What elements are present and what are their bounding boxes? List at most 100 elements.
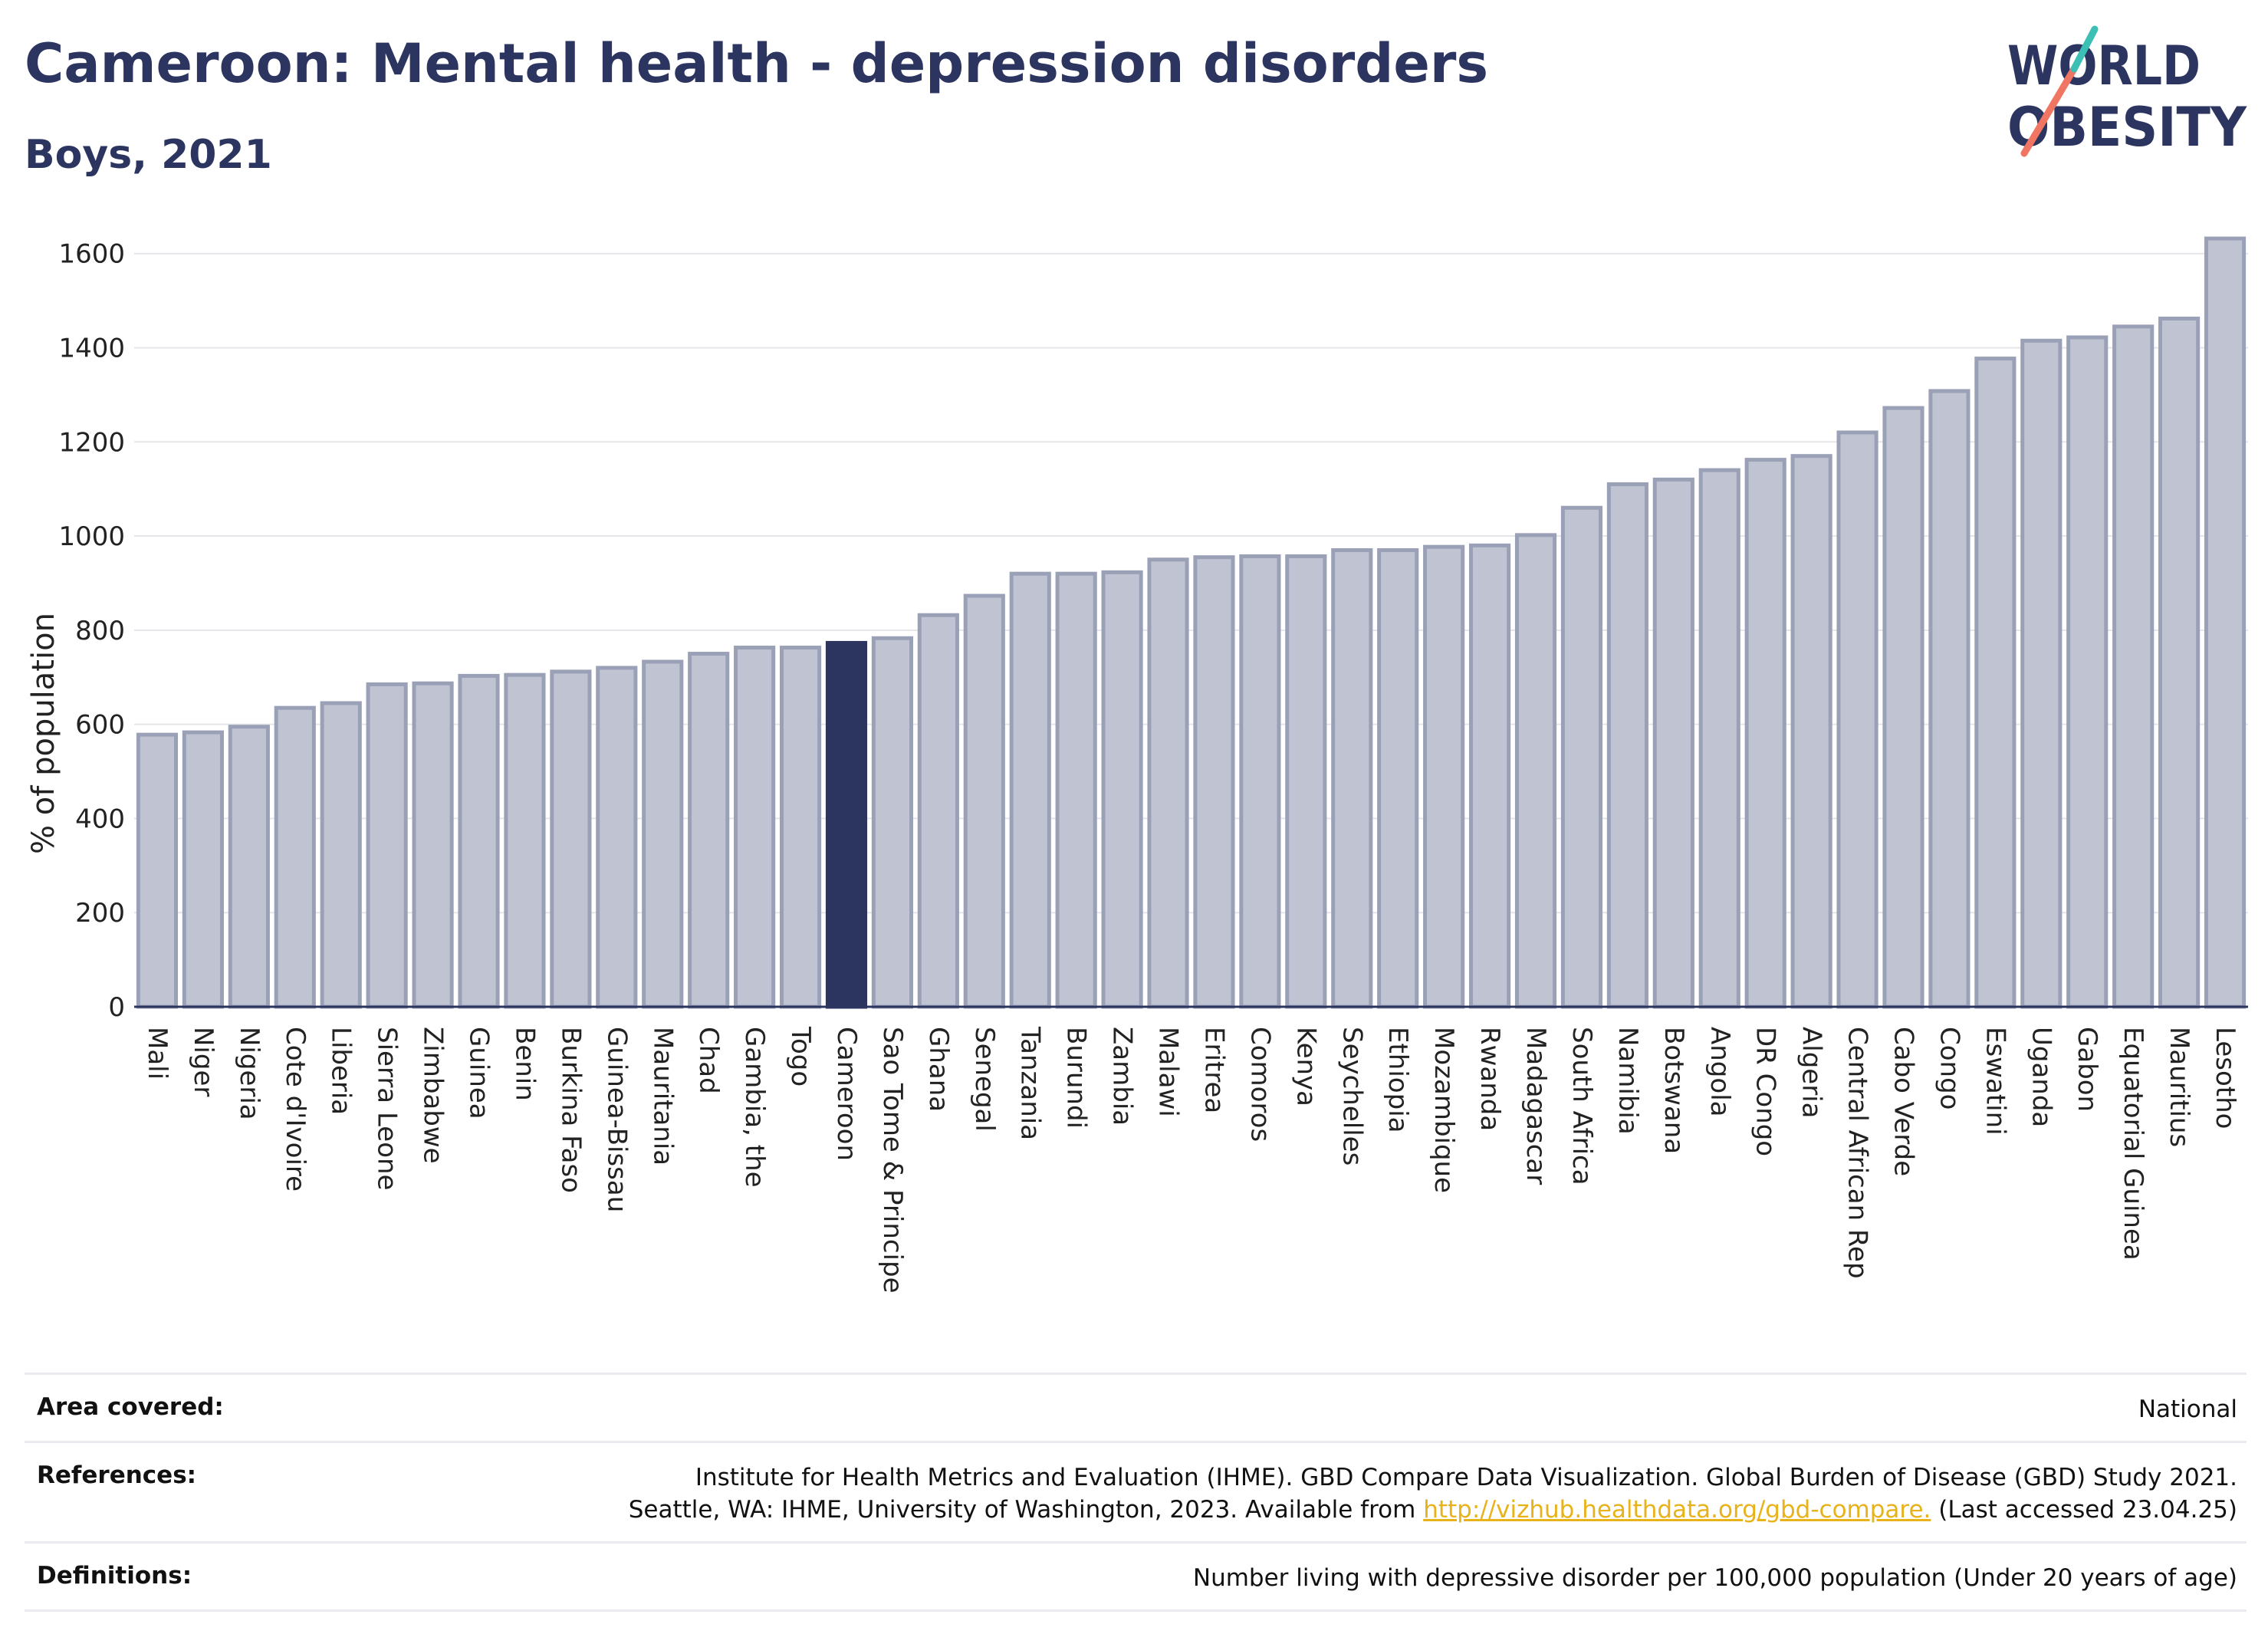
area-label: Area covered:: [37, 1393, 224, 1421]
references-label: References:: [37, 1461, 197, 1489]
chart-subtitle: Boys, 2021: [25, 132, 272, 178]
bar: [1698, 468, 1740, 1009]
bar: [734, 646, 776, 1009]
x-tick-label: Mauritania: [647, 1027, 678, 1165]
x-tick-label: Mauritius: [2164, 1027, 2194, 1147]
bar: [1928, 389, 1971, 1009]
bars: [136, 236, 2247, 1009]
y-tick-label: 600: [75, 710, 125, 741]
x-tick-label: Namibia: [1612, 1027, 1643, 1135]
bar: [963, 593, 1005, 1009]
y-tick-label: 1000: [58, 521, 125, 552]
bar: [458, 673, 500, 1009]
bar: [136, 732, 179, 1009]
references-line2-prefix: Seattle, WA: IHME, University of Washing…: [628, 1496, 1424, 1524]
x-tick-label: DR Congo: [1750, 1027, 1781, 1156]
x-tick-label: Mozambique: [1428, 1027, 1459, 1193]
bar: [320, 701, 362, 1009]
chart-title: Cameroon: Mental health - depression dis…: [25, 32, 1489, 95]
bar: [779, 646, 822, 1009]
x-tick-label: Senegal: [969, 1027, 1000, 1132]
footer-table: Area covered: National References: Insti…: [25, 1373, 2247, 1612]
bar: [1974, 357, 2017, 1009]
y-axis-label: % of population: [26, 613, 61, 854]
bar: [1193, 555, 1235, 1009]
bar: [1882, 406, 1925, 1009]
x-tick-label: Benin: [509, 1027, 540, 1101]
x-tick-label: Cameroon: [831, 1027, 862, 1161]
y-tick-label: 1200: [58, 427, 125, 458]
y-tick-label: 0: [108, 992, 125, 1023]
references-line1: Institute for Health Metrics and Evaluat…: [695, 1464, 2237, 1491]
x-tick-label: Zambia: [1107, 1027, 1138, 1126]
logo-line2: OBESITY: [2007, 96, 2247, 159]
x-tick-label: Liberia: [326, 1027, 357, 1115]
x-tick-label: Guinea: [464, 1027, 495, 1119]
bar: [871, 636, 913, 1009]
bar: [917, 613, 959, 1009]
definitions-label: Definitions:: [37, 1562, 192, 1590]
bar: [366, 682, 408, 1009]
area-value: National: [2138, 1396, 2237, 1423]
x-tick-label: Lesotho: [2210, 1027, 2240, 1129]
x-tick-label: Uganda: [2026, 1027, 2056, 1127]
x-tick-label: Guinea-Bissau: [601, 1027, 632, 1212]
bar: [1514, 533, 1557, 1009]
bar: [1790, 454, 1832, 1009]
y-tick-label: 400: [75, 804, 125, 834]
x-tick-label: Mali: [142, 1027, 173, 1080]
x-tick-label: Niger: [188, 1027, 219, 1096]
bar: [1147, 557, 1189, 1009]
bar: [688, 652, 730, 1009]
footer-row-references: References: Institute for Health Metrics…: [25, 1441, 2247, 1541]
bar: [596, 666, 638, 1009]
x-tick-label: Rwanda: [1474, 1027, 1505, 1131]
x-tick-label: Cabo Verde: [1888, 1027, 1918, 1176]
x-tick-label: Algeria: [1796, 1027, 1827, 1118]
x-axis-labels: Mali Niger Nigeria Cote d'Ivoire Liberia Sier…: [142, 1026, 2240, 1294]
x-tick-label: Angola: [1704, 1027, 1735, 1116]
bar: [642, 659, 684, 1009]
references-value: Institute for Health Metrics and Evaluat…: [629, 1461, 2237, 1526]
world-obesity-logo: WORLD OBESITY: [2007, 25, 2247, 159]
bar: [2204, 236, 2247, 1009]
bar: [1560, 505, 1603, 1009]
x-tick-label: Sierra Leone: [372, 1027, 403, 1190]
bar: [1744, 458, 1786, 1009]
bar: [825, 640, 868, 1009]
y-tick-label: 1600: [58, 239, 125, 270]
x-tick-label: Ghana: [923, 1027, 954, 1112]
x-tick-label: Burkina Faso: [555, 1027, 586, 1193]
definitions-value: Number living with depressive disorder p…: [1192, 1564, 2237, 1592]
bar: [182, 730, 224, 1009]
bar: [1606, 482, 1648, 1009]
bar: [2158, 316, 2201, 1009]
bar: [1469, 543, 1511, 1009]
bar: [1652, 477, 1694, 1009]
x-tick-label: Botswana: [1658, 1027, 1689, 1154]
x-tick-label: Comoros: [1244, 1027, 1275, 1142]
x-tick-label: Seychelles: [1336, 1027, 1367, 1165]
x-tick-label: Madagascar: [1520, 1027, 1551, 1185]
x-tick-label: Equatorial Guinea: [2118, 1027, 2148, 1261]
logo-line1: WORLD: [2007, 35, 2201, 97]
references-line2-suffix: (Last accessed 23.04.25): [1931, 1496, 2237, 1524]
bar: [1331, 547, 1373, 1009]
x-tick-label: Gabon: [2072, 1027, 2102, 1112]
bar-chart: 0 200 400 600 800 1000 1200 1400 1600 Mali Niger N…: [26, 236, 2248, 1294]
bar: [1836, 430, 1878, 1009]
x-tick-label: Burundi: [1061, 1027, 1092, 1129]
x-tick-label: Ethiopia: [1382, 1027, 1413, 1133]
y-tick-label: 200: [75, 898, 125, 929]
bar: [412, 681, 454, 1009]
x-tick-label: Eritrea: [1198, 1027, 1229, 1113]
logo-slash-upper: [2070, 25, 2099, 73]
references-link[interactable]: http://vizhub.healthdata.org/gbd-compare…: [1423, 1496, 1931, 1524]
x-tick-label: Central African Rep: [1842, 1027, 1873, 1279]
x-tick-label: Zimbabwe: [418, 1027, 449, 1164]
x-tick-label: Malawi: [1153, 1027, 1184, 1117]
bar: [1239, 554, 1281, 1009]
x-tick-label: Gambia, the: [739, 1027, 770, 1188]
references-line2: Seattle, WA: IHME, University of Washing…: [629, 1494, 2237, 1526]
x-tick-label: Nigeria: [234, 1027, 265, 1120]
